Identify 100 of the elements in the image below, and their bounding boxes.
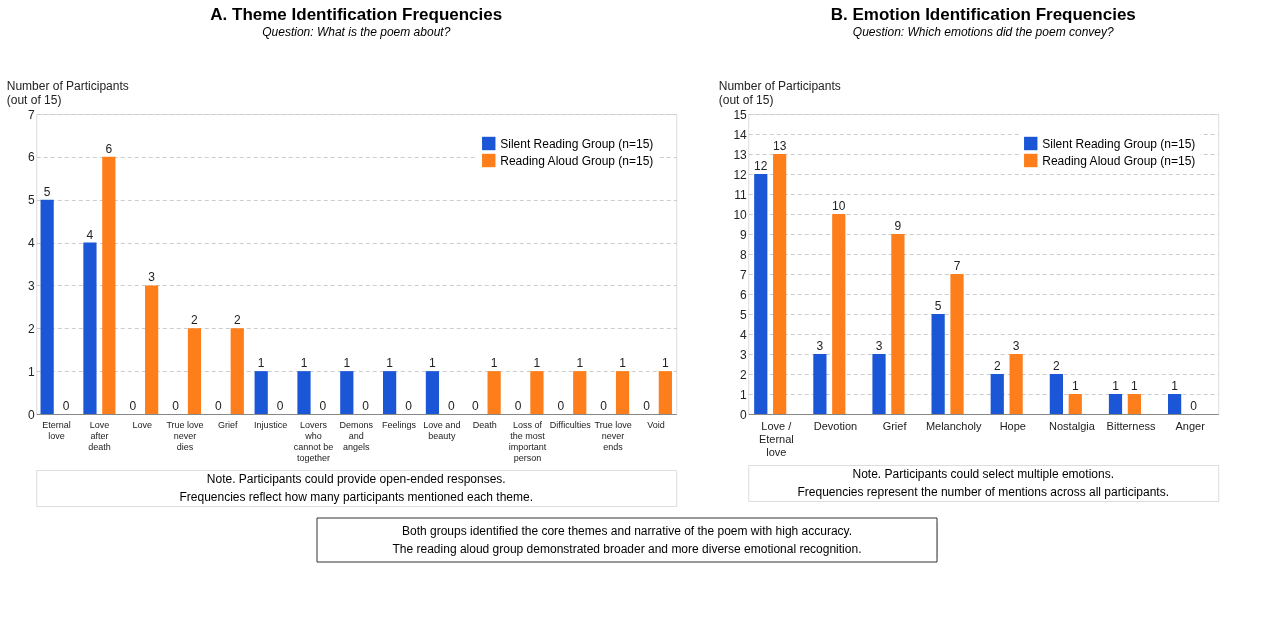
y-tick-label: 15 xyxy=(733,107,748,122)
data-label: 0 xyxy=(319,399,327,413)
x-tick-label: Anger xyxy=(1175,419,1206,432)
data-label: 5 xyxy=(934,299,942,313)
bar xyxy=(487,371,501,414)
bar xyxy=(931,314,945,414)
bar xyxy=(383,371,397,414)
y-tick-label: 14 xyxy=(733,127,748,142)
y-tick-label: 1 xyxy=(740,387,748,402)
x-tick-label: Love / Eternal love xyxy=(758,419,794,458)
x-tick-label: Demons and angels xyxy=(339,419,374,452)
data-label: 2 xyxy=(1053,359,1061,373)
data-label: 0 xyxy=(471,399,479,413)
data-label: 1 xyxy=(619,356,627,371)
data-label: 1 xyxy=(662,356,670,371)
bar xyxy=(754,174,768,414)
x-tick-label: Death xyxy=(472,419,497,430)
bar xyxy=(832,214,846,414)
x-tick-label: Bitterness xyxy=(1106,419,1156,432)
data-label: 1 xyxy=(429,356,437,371)
bar xyxy=(891,234,905,414)
bar xyxy=(872,354,886,414)
x-tick-label: Lovers who cannot be together xyxy=(293,419,334,463)
data-label: 1 xyxy=(533,356,541,371)
data-label: 0 xyxy=(447,399,455,413)
y-tick-label: 2 xyxy=(28,321,36,336)
y-tick-label: 9 xyxy=(740,227,748,242)
data-label: 1 xyxy=(1131,379,1139,393)
data-label: 7 xyxy=(953,259,961,273)
legend-label: Silent Reading Group (n=15) xyxy=(500,136,654,151)
data-label: 1 xyxy=(343,356,351,371)
data-label: 0 xyxy=(276,399,284,413)
data-label: 0 xyxy=(62,399,70,413)
bar xyxy=(145,285,159,414)
bar xyxy=(40,199,54,414)
data-label: 1 xyxy=(1112,379,1120,393)
bar xyxy=(1127,394,1141,414)
bar xyxy=(990,374,1004,414)
y-tick-label: 13 xyxy=(733,147,748,162)
text: Note. Participants could provide open-ended responses. xyxy=(206,472,506,486)
bar xyxy=(573,371,587,414)
legend-label: Reading Aloud Group (n=15) xyxy=(500,153,654,168)
x-tick-label: Nostalgia xyxy=(1049,419,1096,432)
bar xyxy=(340,371,354,414)
bar xyxy=(530,371,544,414)
y-axis-title: Number of Participants (out of 15) xyxy=(718,78,841,107)
chart-subtitle: Question: What is the poem about? xyxy=(262,25,451,39)
bar xyxy=(773,154,787,414)
data-label: 1 xyxy=(1171,379,1179,393)
x-tick-label: Feelings xyxy=(382,419,417,430)
x-tick-label: Grief xyxy=(882,419,908,432)
data-label: 1 xyxy=(1071,379,1079,393)
x-tick-label: True love never dies xyxy=(166,419,204,452)
data-label: 1 xyxy=(386,356,394,371)
y-tick-label: 10 xyxy=(733,207,748,222)
bar xyxy=(297,371,311,414)
y-tick-label: 7 xyxy=(740,267,748,282)
text: Note. Participants could select multiple emotions. xyxy=(852,467,1114,481)
data-label: 0 xyxy=(362,399,370,413)
data-label: 1 xyxy=(300,356,308,371)
y-tick-label: 6 xyxy=(28,150,36,165)
bar xyxy=(813,354,827,414)
text: Both groups identified the core themes and narrative of the poem with high accuracy. xyxy=(401,524,853,538)
legend-label: Reading Aloud Group (n=15) xyxy=(1042,153,1196,168)
y-tick-label: 4 xyxy=(28,236,36,251)
bar xyxy=(950,274,964,414)
x-tick-label: Injustice xyxy=(254,419,288,430)
y-axis-title: Number of Participants (out of 15) xyxy=(6,78,129,107)
bar xyxy=(615,371,630,414)
data-label: 0 xyxy=(514,399,522,413)
x-tick-label: True love never ends xyxy=(594,419,632,452)
data-label: 12 xyxy=(754,159,768,173)
x-tick-label: Loss of the most important person xyxy=(508,419,547,463)
data-label: 3 xyxy=(816,339,824,353)
x-tick-label: Melancholy xyxy=(925,419,983,432)
y-tick-label: 1 xyxy=(28,364,36,379)
data-label: 3 xyxy=(1012,339,1020,353)
x-tick-label: Love after death xyxy=(88,419,111,452)
y-tick-label: 3 xyxy=(740,347,748,362)
y-tick-label: 7 xyxy=(28,107,36,122)
y-tick-label: 5 xyxy=(740,307,748,322)
bar xyxy=(658,371,672,414)
data-label: 2 xyxy=(233,313,241,328)
data-label: 1 xyxy=(490,356,498,371)
text: The reading aloud group demonstrated broader and more diverse emotional recognition. xyxy=(392,542,862,556)
y-tick-label: 12 xyxy=(733,167,748,182)
data-label: 6 xyxy=(105,141,113,156)
bar xyxy=(230,328,244,414)
data-label: 3 xyxy=(875,339,883,353)
data-label: 3 xyxy=(148,270,156,285)
bar xyxy=(1168,394,1182,414)
bar xyxy=(1068,394,1082,414)
y-tick-label: 0 xyxy=(28,407,36,422)
data-label: 0 xyxy=(643,399,651,413)
data-label: 0 xyxy=(600,399,608,413)
x-tick-label: Love xyxy=(132,419,152,430)
text: Frequencies represent the number of mentions across all participants. xyxy=(797,485,1170,499)
data-label: 13 xyxy=(772,139,787,153)
bar xyxy=(1049,374,1063,414)
data-label: 1 xyxy=(576,356,584,371)
